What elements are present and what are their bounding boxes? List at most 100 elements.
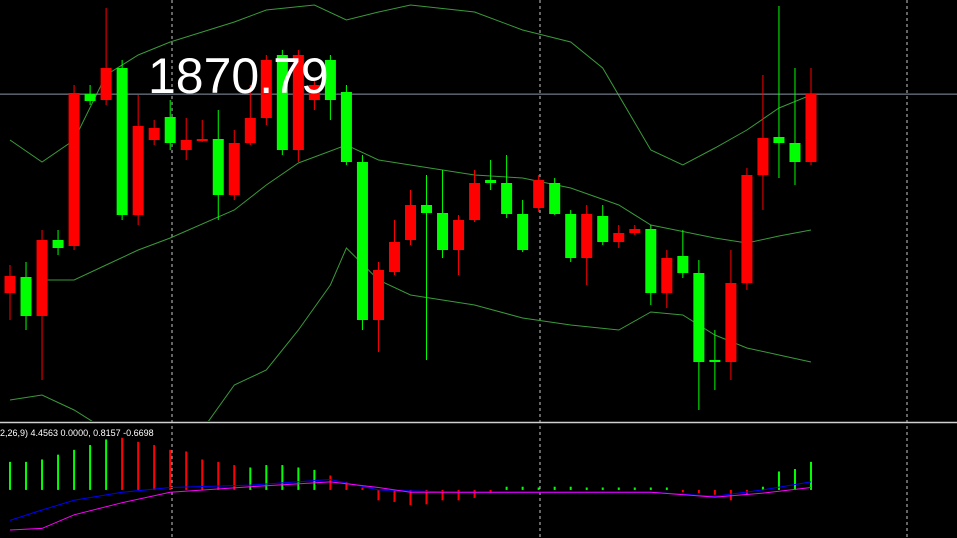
candle-body xyxy=(517,214,529,250)
macd-panel xyxy=(9,437,812,531)
candle-body xyxy=(581,214,593,258)
bollinger-band xyxy=(42,144,812,281)
macd-bar xyxy=(617,487,620,490)
macd-bar xyxy=(345,481,348,490)
macd-bar xyxy=(633,487,636,490)
macd-bar xyxy=(521,486,524,490)
candle-body xyxy=(52,240,64,248)
candle-body xyxy=(645,229,657,293)
candle-body xyxy=(372,270,384,320)
macd-bar xyxy=(329,475,332,490)
macd-bar xyxy=(201,459,204,490)
price-panel xyxy=(0,4,957,421)
macd-bar xyxy=(121,437,124,490)
macd-bar xyxy=(9,461,11,490)
candle-body xyxy=(340,92,352,162)
candle-body xyxy=(501,183,513,214)
candle-body xyxy=(709,360,721,362)
macd-label: 2,26,9) 4.4563 0.0000, 0.8157 -0.6698 xyxy=(0,428,154,438)
candle-body xyxy=(453,220,465,250)
macd-bar xyxy=(729,489,732,501)
macd-bar xyxy=(425,489,428,505)
candle-body xyxy=(196,139,208,141)
macd-bar xyxy=(297,467,300,490)
macd-bar xyxy=(105,439,108,490)
candle-body xyxy=(677,256,689,273)
macd-bar xyxy=(25,461,28,490)
macd-bar xyxy=(89,445,92,490)
macd-bar xyxy=(601,487,604,490)
macd-bar xyxy=(489,489,492,494)
macd-bar xyxy=(409,489,412,506)
candle-body xyxy=(84,94,96,101)
candle-body xyxy=(549,183,561,214)
macd-bar xyxy=(537,487,540,490)
candle-body xyxy=(741,175,753,283)
macd-bar xyxy=(137,441,140,490)
candle-body xyxy=(469,183,481,220)
candle-body xyxy=(533,180,545,208)
macd-bar xyxy=(713,489,716,495)
candle-body xyxy=(388,242,400,272)
candle-body xyxy=(68,93,80,246)
macd-bar xyxy=(569,486,572,490)
candle-body xyxy=(116,68,128,215)
candle-body xyxy=(260,60,272,118)
macd-bar xyxy=(313,469,316,490)
candle-body xyxy=(421,205,433,213)
macd-bar xyxy=(665,487,668,490)
macd-line xyxy=(9,481,812,531)
candle-body xyxy=(597,216,609,242)
macd-bar xyxy=(649,487,652,490)
macd-bar xyxy=(169,449,172,490)
candle-body xyxy=(661,258,673,293)
candle-body xyxy=(276,55,288,150)
candle-body xyxy=(405,205,416,240)
candle-body xyxy=(485,180,497,183)
macd-bar xyxy=(553,486,556,490)
candle-body xyxy=(212,139,224,195)
macd-bar xyxy=(153,445,156,490)
candle-body xyxy=(324,60,336,100)
candle-body xyxy=(629,229,641,233)
candle-body xyxy=(132,126,144,215)
candle-body xyxy=(180,140,192,150)
candle-body xyxy=(725,283,737,362)
candle-body xyxy=(693,273,705,362)
candle-body xyxy=(244,118,256,143)
candle-body xyxy=(308,85,320,100)
macd-bar xyxy=(585,487,588,490)
macd-bar xyxy=(185,451,188,490)
candle-body xyxy=(4,276,16,293)
macd-bar xyxy=(281,465,284,490)
candle-body xyxy=(20,277,32,316)
candle-body xyxy=(773,137,785,143)
macd-bar xyxy=(457,489,460,501)
candle-body xyxy=(228,143,240,195)
macd-bar xyxy=(761,486,764,490)
candle-body xyxy=(805,94,817,162)
macd-bar xyxy=(249,467,252,490)
candle-body xyxy=(164,117,176,143)
candle-body xyxy=(565,214,577,258)
macd-bar xyxy=(361,487,364,490)
macd-bar xyxy=(233,465,236,490)
candle-body xyxy=(292,55,304,150)
macd-bar xyxy=(810,461,812,490)
macd-bar xyxy=(73,449,76,490)
macd-bar xyxy=(41,459,44,490)
candle-body xyxy=(356,162,368,320)
macd-bar xyxy=(441,489,444,501)
candle-body xyxy=(757,138,769,175)
macd-bar xyxy=(217,461,220,490)
candle-body xyxy=(36,240,48,316)
candle-body xyxy=(437,213,449,250)
macd-bar xyxy=(265,465,268,490)
macd-bar xyxy=(473,489,476,498)
macd-bar xyxy=(697,489,700,494)
macd-bar xyxy=(393,489,396,502)
candle-body xyxy=(148,128,160,140)
candle-body xyxy=(613,233,625,242)
macd-bar xyxy=(505,486,508,490)
